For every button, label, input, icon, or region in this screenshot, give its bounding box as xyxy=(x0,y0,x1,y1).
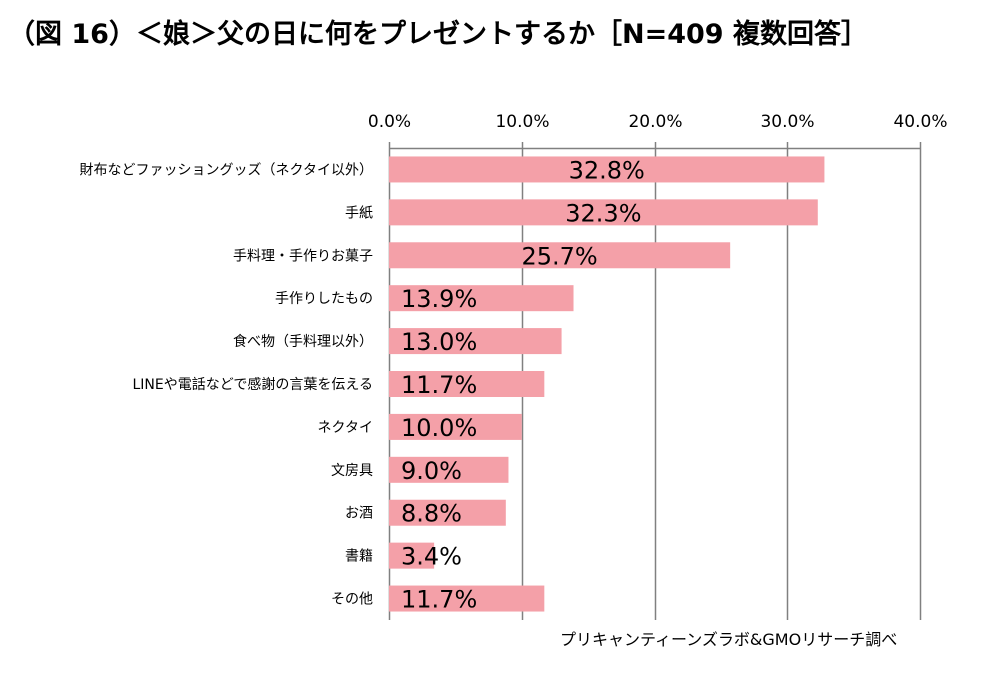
value-label: 9.0% xyxy=(401,457,462,485)
bar xyxy=(389,156,825,183)
category-label: 文房具 xyxy=(331,463,373,479)
bar xyxy=(389,242,731,269)
x-tick-label: 40.0% xyxy=(893,112,947,132)
bar xyxy=(389,585,545,612)
x-tick-label: 30.0% xyxy=(760,112,814,132)
bar xyxy=(389,413,522,440)
tick-layer: 0.0% 10.0% 20.0% 30.0% 40.0% xyxy=(368,112,948,132)
value-label: 13.0% xyxy=(401,328,477,356)
value-label: 32.8% xyxy=(569,156,645,184)
x-tick-label: 20.0% xyxy=(628,112,682,132)
category-label: その他 xyxy=(331,592,373,608)
category-label: 手料理・手作りお菓子 xyxy=(233,248,373,264)
category-label: 手紙 xyxy=(345,205,373,221)
x-tick-label: 10.0% xyxy=(495,112,549,132)
value-label: 11.7% xyxy=(401,586,477,614)
value-label: 8.8% xyxy=(401,500,462,528)
category-label: 書籍 xyxy=(345,548,373,565)
value-label: 13.9% xyxy=(401,285,477,313)
bar xyxy=(389,542,435,569)
value-label: 25.7% xyxy=(521,242,597,270)
value-label: 32.3% xyxy=(565,199,641,227)
value-label-layer: 32.8% 32.3% 25.7% 13.9% 13.0% 11.7% 10.0% 9.0% 8… xyxy=(401,156,645,613)
category-label: 食べ物（手料理以外） xyxy=(233,333,373,350)
bar xyxy=(389,285,574,312)
bar xyxy=(389,371,545,397)
bar-layer xyxy=(389,156,825,612)
value-label: 11.7% xyxy=(401,371,477,399)
source-note: プリキャンティーンズラボ&GMOリサーチ調べ xyxy=(560,630,898,649)
category-label: 財布などファッショングッズ（ネクタイ以外） xyxy=(80,162,373,178)
bar xyxy=(389,328,562,355)
category-label: ネクタイ xyxy=(318,420,373,436)
chart-title: （図 16）＜娘＞父の日に何をプレゼントするか［N=409 複数回答］ xyxy=(8,19,868,50)
category-label-layer: 財布などファッショングッズ（ネクタイ以外） 手紙手料理・手作りお菓子手作りしたもの… xyxy=(80,162,373,607)
bar xyxy=(389,499,506,526)
category-label: お酒 xyxy=(345,506,373,522)
category-label: 手作りしたもの xyxy=(275,291,373,307)
value-label: 10.0% xyxy=(401,414,477,442)
category-label: LINEや電話などで感謝の言葉を伝える xyxy=(132,376,373,393)
value-label: 3.4% xyxy=(401,543,462,571)
bar xyxy=(389,456,509,483)
x-tick-label: 0.0% xyxy=(368,112,411,132)
bar xyxy=(389,199,818,226)
